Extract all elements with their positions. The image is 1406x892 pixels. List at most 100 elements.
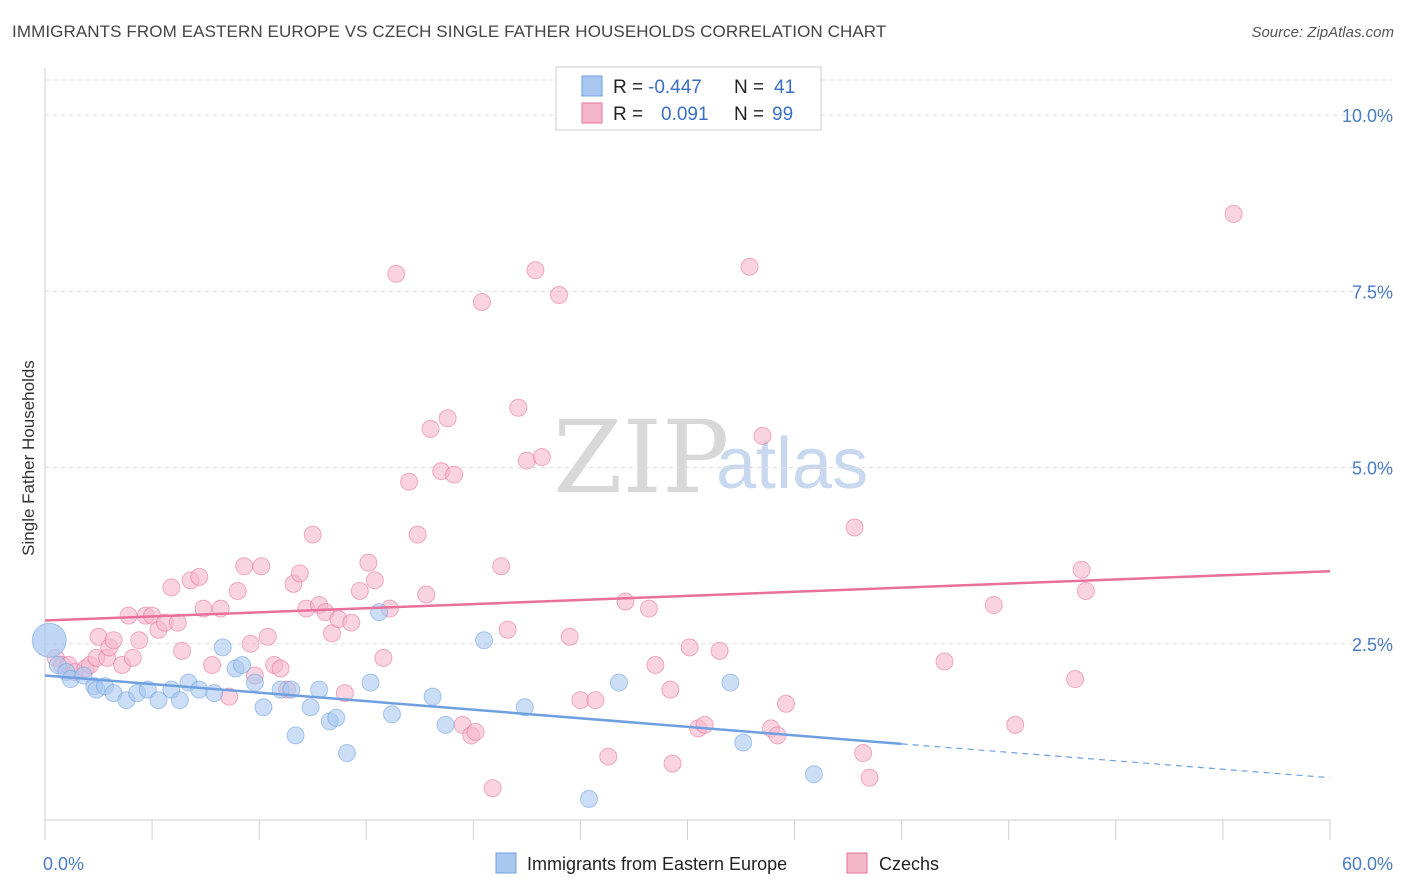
- point-s1-75: [599, 747, 618, 766]
- point-s1-72: [560, 627, 579, 646]
- point-s0-32: [370, 603, 389, 622]
- point-s0-18: [213, 638, 232, 657]
- point-s1-10: [104, 631, 123, 650]
- series-0: [31, 603, 823, 808]
- point-s1-54: [408, 525, 427, 544]
- y-tick-labels: 2.5% 5.0% 7.5% 10.0%: [1342, 106, 1393, 655]
- series-layer: [31, 204, 1243, 808]
- point-s0-12: [149, 691, 168, 710]
- legend-n-label-2: N =: [734, 104, 764, 125]
- point-s0-16: [190, 680, 209, 699]
- point-s1-64: [483, 779, 502, 798]
- point-s1-67: [509, 398, 528, 417]
- point-s1-28: [228, 581, 247, 600]
- point-s0-17: [205, 684, 224, 703]
- point-s1-99: [1224, 204, 1243, 223]
- point-s1-77: [639, 599, 658, 618]
- point-s0-26: [301, 698, 320, 717]
- point-s0-37: [515, 698, 534, 717]
- point-s1-91: [854, 744, 873, 763]
- point-s1-48: [359, 553, 378, 572]
- point-s1-74: [586, 691, 605, 710]
- watermark-zip: ZIP: [553, 399, 729, 516]
- legend-swatch-czechs: [581, 102, 603, 124]
- point-s0-35: [436, 715, 455, 734]
- legend-r-value-2: 0.091: [661, 104, 709, 125]
- point-s1-70: [532, 448, 551, 467]
- point-s1-93: [935, 652, 954, 671]
- point-s0-40: [721, 673, 740, 692]
- legend-box: R = -0.447 N = 41 R = 0.091 N = 99: [555, 66, 822, 131]
- trend-line-0: [44, 674, 902, 746]
- x-tick-label-0: 0.0%: [43, 854, 84, 874]
- point-s1-29: [235, 557, 254, 576]
- point-s0-20: [233, 655, 252, 674]
- point-s1-78: [646, 655, 665, 674]
- point-s0-38: [579, 789, 598, 808]
- point-s1-46: [342, 613, 361, 632]
- point-s1-25: [203, 655, 222, 674]
- point-s0-42: [804, 765, 823, 784]
- point-s1-59: [445, 465, 464, 484]
- point-s1-19: [162, 578, 181, 597]
- point-s0-29: [327, 708, 346, 727]
- trend-line-extension-0: [901, 743, 1331, 779]
- point-s1-56: [421, 419, 440, 438]
- x-tick-labels: 0.0% 60.0%: [43, 854, 1393, 874]
- point-s1-32: [252, 557, 271, 576]
- chart-title: IMMIGRANTS FROM EASTERN EUROPE VS CZECH …: [12, 22, 887, 41]
- point-s1-21: [173, 641, 192, 660]
- point-s1-55: [417, 585, 436, 604]
- point-s1-86: [753, 426, 772, 445]
- point-s0-30: [337, 744, 356, 763]
- point-s1-62: [466, 722, 485, 741]
- point-s1-71: [550, 285, 568, 304]
- point-s1-30: [241, 634, 260, 653]
- bottom-legend: Immigrants from Eastern Europe Czechs: [495, 852, 939, 874]
- point-s1-94: [984, 596, 1003, 615]
- legend-r-label-2: R =: [613, 104, 643, 125]
- point-s1-76: [616, 592, 635, 611]
- point-s1-95: [1006, 715, 1025, 734]
- point-s1-45: [335, 684, 354, 703]
- point-s0-41: [734, 733, 753, 752]
- legend-n-label-1: N =: [734, 77, 764, 98]
- point-s0-36: [475, 631, 494, 650]
- point-s1-65: [492, 557, 511, 576]
- point-s1-80: [663, 754, 682, 773]
- point-s0-25: [286, 726, 305, 745]
- point-s1-13: [123, 648, 142, 667]
- point-s1-38: [290, 564, 309, 583]
- legend-n-value-2: 99: [772, 104, 793, 125]
- point-s1-98: [1076, 581, 1095, 600]
- point-s1-53: [400, 472, 419, 491]
- point-s1-63: [472, 293, 491, 311]
- y-tick-label-2: 7.5%: [1352, 282, 1393, 302]
- trend-line-1: [44, 569, 1331, 622]
- point-s0-31: [361, 673, 380, 692]
- point-s1-66: [498, 620, 517, 639]
- point-s1-69: [526, 261, 545, 280]
- point-s0-33: [382, 705, 401, 724]
- source-credit: Source: ZipAtlas.com: [1251, 24, 1394, 41]
- point-s1-73: [571, 691, 590, 710]
- axes: [44, 68, 1331, 840]
- point-s1-89: [777, 694, 796, 713]
- point-s1-79: [661, 680, 680, 699]
- point-s0-21: [245, 673, 264, 692]
- point-s1-23: [190, 567, 209, 586]
- bottom-legend-swatch-czechs: [846, 852, 868, 874]
- y-tick-label-0: 2.5%: [1352, 635, 1393, 655]
- point-s1-35: [271, 659, 290, 678]
- point-s1-97: [1072, 560, 1091, 579]
- point-s1-40: [303, 525, 322, 544]
- point-s0-0: [31, 622, 67, 658]
- point-s1-47: [350, 581, 369, 600]
- point-s1-49: [365, 571, 384, 590]
- point-s1-83: [695, 715, 714, 734]
- legend-r-value-1: -0.447: [648, 77, 702, 98]
- x-tick-label-1: 60.0%: [1342, 854, 1393, 874]
- point-s1-92: [860, 768, 879, 787]
- point-s0-11: [138, 680, 157, 699]
